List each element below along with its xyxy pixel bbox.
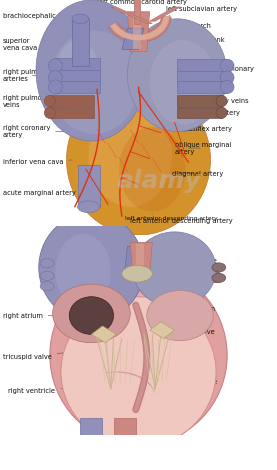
Ellipse shape [78,201,100,212]
Ellipse shape [48,59,62,73]
Polygon shape [47,258,89,268]
Ellipse shape [66,85,211,235]
Ellipse shape [61,326,138,418]
Polygon shape [177,95,222,107]
Polygon shape [177,263,219,272]
Ellipse shape [39,213,144,322]
Polygon shape [177,81,227,93]
Polygon shape [130,243,152,276]
Text: diagonal artery: diagonal artery [172,171,223,177]
Ellipse shape [122,266,152,282]
Polygon shape [111,7,152,24]
Ellipse shape [55,234,111,309]
Text: left coronary artery: left coronary artery [169,110,239,118]
Text: right atrium: right atrium [3,313,75,319]
Polygon shape [177,273,219,282]
Ellipse shape [55,40,100,110]
Ellipse shape [150,40,216,125]
Ellipse shape [212,263,226,272]
Ellipse shape [89,103,172,207]
Polygon shape [177,108,222,118]
Text: circumflex artery: circumflex artery [175,126,231,132]
Ellipse shape [119,127,186,212]
Text: right ventricle: right ventricle [8,387,86,394]
Text: pulmonary valve: pulmonary valve [147,258,217,273]
Text: mitral valve: mitral valve [175,329,214,335]
Polygon shape [91,326,116,343]
Polygon shape [72,19,89,66]
Ellipse shape [50,266,227,445]
Polygon shape [50,95,94,107]
Text: left pulmonary veins: left pulmonary veins [180,98,249,105]
Text: oblique marginal
artery: oblique marginal artery [175,141,231,155]
Polygon shape [47,282,89,291]
Ellipse shape [40,271,54,281]
Polygon shape [150,7,180,21]
Polygon shape [78,164,100,207]
Text: acute marginal artery: acute marginal artery [3,190,83,196]
Polygon shape [127,12,150,52]
Ellipse shape [61,297,216,447]
Polygon shape [122,28,144,49]
Ellipse shape [69,297,114,334]
Ellipse shape [147,290,213,341]
Text: septum: septum [147,354,200,360]
Text: aortic arch: aortic arch [166,23,211,30]
Ellipse shape [216,95,227,107]
Ellipse shape [50,31,138,134]
Text: right coronary
artery: right coronary artery [3,125,69,138]
Polygon shape [134,0,140,24]
Ellipse shape [72,14,89,24]
Ellipse shape [220,80,234,94]
Ellipse shape [44,95,55,107]
Polygon shape [55,57,100,74]
Text: inferior vena cava: inferior vena cava [3,159,72,165]
Ellipse shape [48,80,62,94]
Ellipse shape [72,288,172,406]
Text: alamy: alamy [116,169,201,193]
Text: left anterior descending artery: left anterior descending artery [125,216,217,221]
Polygon shape [136,244,144,274]
Polygon shape [177,59,227,73]
Polygon shape [133,14,141,49]
Text: left pulmonary
arteries: left pulmonary arteries [205,66,254,79]
Text: superior
vena cava: superior vena cava [3,38,58,51]
Ellipse shape [220,59,234,72]
Polygon shape [50,108,94,118]
Text: tricuspid valve: tricuspid valve [3,352,75,360]
Ellipse shape [216,107,227,118]
Polygon shape [80,418,102,435]
Polygon shape [177,71,227,84]
Polygon shape [150,322,175,338]
Text: left subclavian artery: left subclavian artery [166,7,237,16]
Polygon shape [55,81,100,93]
Text: alamy - BB47W5: alamy - BB47W5 [95,447,182,457]
Text: pulmonary trunk: pulmonary trunk [155,37,225,44]
Ellipse shape [40,282,54,291]
Ellipse shape [44,107,55,118]
Polygon shape [47,271,89,281]
Text: left common carotid artery: left common carotid artery [97,0,187,5]
Ellipse shape [36,0,147,141]
Ellipse shape [133,232,216,307]
Ellipse shape [48,70,62,85]
Ellipse shape [40,258,54,268]
Text: left anterior descending artery: left anterior descending artery [130,214,233,224]
Ellipse shape [127,19,227,132]
Polygon shape [125,246,150,272]
Text: right pulmonary
arteries: right pulmonary arteries [3,69,57,82]
Text: left atrium: left atrium [180,306,215,313]
Text: brachiocephalic artery: brachiocephalic artery [3,14,80,25]
Polygon shape [114,418,136,435]
Ellipse shape [53,284,130,343]
Ellipse shape [220,71,234,84]
Polygon shape [55,70,100,85]
Ellipse shape [212,273,226,282]
Text: left ventricle: left ventricle [175,379,217,385]
Text: right pulmonary
veins: right pulmonary veins [3,94,61,108]
